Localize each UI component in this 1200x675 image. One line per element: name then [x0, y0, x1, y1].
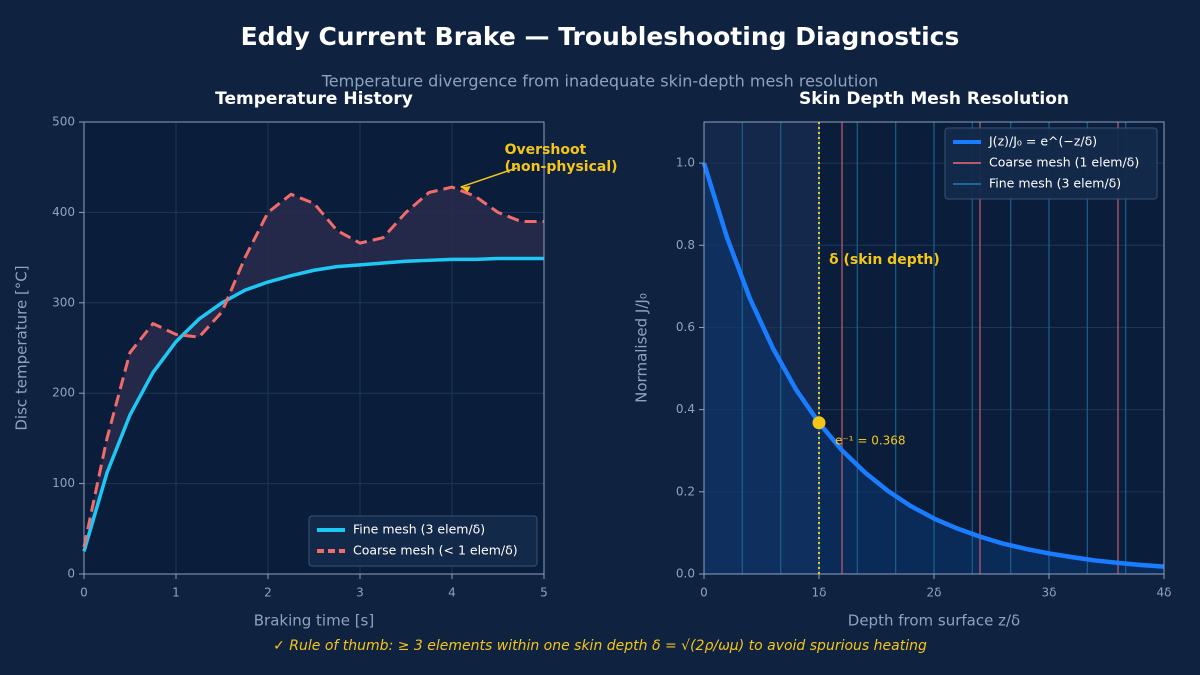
y-tick-label: 0.8 — [676, 238, 695, 252]
x-tick-label: 2 — [264, 586, 272, 600]
annotation-text: δ (skin depth) — [829, 252, 940, 268]
divergence-shading — [84, 187, 544, 552]
y-tick-label: 400 — [52, 205, 75, 219]
legend-box — [308, 515, 538, 567]
legend-label: Coarse mesh (1 elem/δ) — [989, 155, 1139, 170]
panel-title: Temperature History — [215, 89, 413, 109]
annotation-text: (non-physical) — [505, 159, 618, 175]
arrow-head — [460, 186, 471, 193]
axes-frame — [703, 121, 1165, 575]
series-line — [82, 256, 544, 552]
annotation-text: e⁻¹ = 0.368 — [835, 433, 906, 447]
legend-label: Coarse mesh (< 1 elem/δ) — [353, 543, 518, 558]
x-tick-label: 3 — [356, 586, 364, 600]
y-tick-label: 0 — [67, 567, 75, 581]
y-tick-label: 0.2 — [676, 484, 695, 498]
x-tick-label: 0 — [700, 586, 708, 600]
legend-label: J(z)/J₀ = e^(−z/δ) — [988, 134, 1097, 149]
y-tick-label: 300 — [52, 295, 75, 309]
legend-box — [944, 127, 1158, 200]
x-tick-label: 3δ — [1042, 586, 1057, 600]
figure-subtitle: Temperature divergence from inadequate s… — [321, 72, 879, 91]
x-axis-label: Braking time [s] — [254, 612, 374, 630]
x-axis-label: Depth from surface z/δ — [848, 612, 1020, 630]
e-fold-point — [812, 416, 826, 430]
y-axis-label: Disc temperature [°C] — [13, 265, 31, 430]
x-tick-label: 1 — [172, 586, 180, 600]
x-tick-label: 5 — [540, 586, 548, 600]
y-tick-label: 1.0 — [676, 156, 695, 170]
legend-label: Fine mesh (3 elem/δ) — [989, 176, 1121, 191]
y-tick-label: 0.6 — [676, 320, 695, 334]
y-tick-label: 200 — [52, 386, 75, 400]
x-tick-label: 0 — [80, 586, 88, 600]
x-tick-label: 4 — [448, 586, 456, 600]
axes-frame — [83, 121, 545, 575]
annotation-text: Overshoot — [505, 142, 587, 158]
y-axis-label: Normalised J/J₀ — [633, 293, 651, 403]
series-line — [82, 185, 544, 548]
x-tick-label: 2δ — [927, 586, 942, 600]
y-tick-label: 0.4 — [676, 402, 695, 416]
x-tick-label: 1δ — [812, 586, 827, 600]
figure-title: Eddy Current Brake — Troubleshooting Dia… — [241, 22, 960, 51]
annotation-arrow — [460, 167, 517, 188]
panel-title: Skin Depth Mesh Resolution — [799, 89, 1069, 109]
skin-depth-region — [704, 122, 819, 574]
y-tick-label: 100 — [52, 476, 75, 490]
y-tick-label: 500 — [52, 115, 75, 129]
series-line — [701, 162, 1165, 569]
legend-label: Fine mesh (3 elem/δ) — [353, 522, 485, 537]
footnote: ✓ Rule of thumb: ≥ 3 elements within one… — [273, 638, 927, 654]
y-tick-label: 0.0 — [676, 567, 695, 581]
x-tick-label: 4δ — [1157, 586, 1172, 600]
